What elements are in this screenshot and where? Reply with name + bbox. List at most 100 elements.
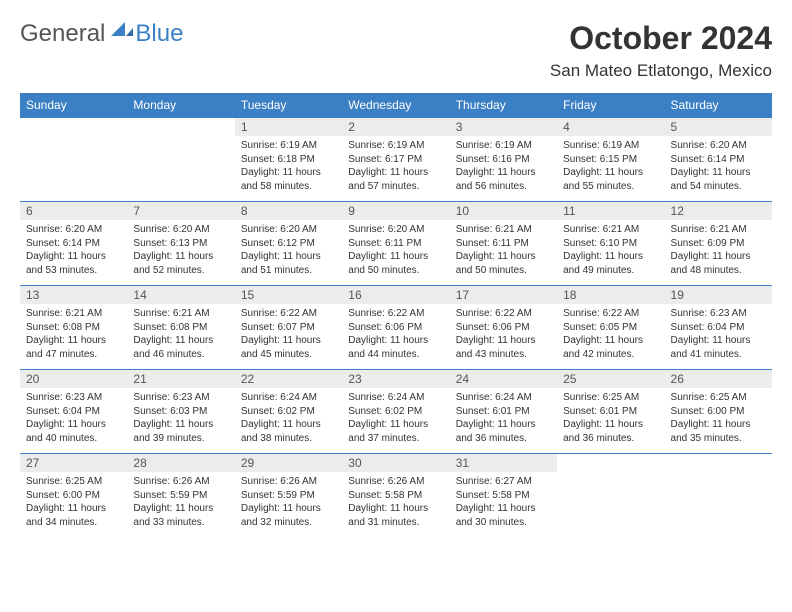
day-line-dl2: and 34 minutes. [26, 516, 121, 530]
day-line-dl2: and 47 minutes. [26, 348, 121, 362]
calendar-body: 1Sunrise: 6:19 AMSunset: 6:18 PMDaylight… [20, 118, 772, 538]
day-details: Sunrise: 6:24 AMSunset: 6:02 PMDaylight:… [342, 388, 449, 453]
day-line-sr: Sunrise: 6:19 AM [348, 139, 443, 153]
day-details: Sunrise: 6:20 AMSunset: 6:14 PMDaylight:… [665, 136, 772, 201]
day-line-ss: Sunset: 6:06 PM [348, 321, 443, 335]
day-line-dl2: and 48 minutes. [671, 264, 766, 278]
day-details: Sunrise: 6:21 AMSunset: 6:08 PMDaylight:… [20, 304, 127, 369]
day-number: 26 [665, 370, 772, 388]
day-line-ss: Sunset: 6:08 PM [133, 321, 228, 335]
day-line-dl2: and 55 minutes. [563, 180, 658, 194]
day-details: Sunrise: 6:20 AMSunset: 6:11 PMDaylight:… [342, 220, 449, 285]
day-line-sr: Sunrise: 6:20 AM [348, 223, 443, 237]
day-number: 14 [127, 286, 234, 304]
day-details: Sunrise: 6:27 AMSunset: 5:58 PMDaylight:… [450, 472, 557, 537]
day-details: Sunrise: 6:22 AMSunset: 6:06 PMDaylight:… [342, 304, 449, 369]
day-line-ss: Sunset: 6:07 PM [241, 321, 336, 335]
day-line-dl2: and 37 minutes. [348, 432, 443, 446]
day-line-sr: Sunrise: 6:22 AM [348, 307, 443, 321]
day-details: Sunrise: 6:24 AMSunset: 6:02 PMDaylight:… [235, 388, 342, 453]
day-details: Sunrise: 6:19 AMSunset: 6:17 PMDaylight:… [342, 136, 449, 201]
month-title: October 2024 [550, 20, 772, 57]
day-line-dl1: Daylight: 11 hours [456, 418, 551, 432]
calendar-day: 19Sunrise: 6:23 AMSunset: 6:04 PMDayligh… [665, 286, 772, 370]
day-number: 22 [235, 370, 342, 388]
day-line-sr: Sunrise: 6:21 AM [563, 223, 658, 237]
calendar-day: 20Sunrise: 6:23 AMSunset: 6:04 PMDayligh… [20, 370, 127, 454]
day-line-dl2: and 39 minutes. [133, 432, 228, 446]
day-line-dl2: and 43 minutes. [456, 348, 551, 362]
day-line-sr: Sunrise: 6:21 AM [671, 223, 766, 237]
day-line-sr: Sunrise: 6:24 AM [456, 391, 551, 405]
day-number: 31 [450, 454, 557, 472]
day-number: 5 [665, 118, 772, 136]
day-line-ss: Sunset: 6:15 PM [563, 153, 658, 167]
day-header: Saturday [665, 93, 772, 118]
day-number: 6 [20, 202, 127, 220]
day-line-ss: Sunset: 5:59 PM [133, 489, 228, 503]
day-details: Sunrise: 6:26 AMSunset: 5:59 PMDaylight:… [235, 472, 342, 537]
calendar-page: General Blue October 2024 San Mateo Etla… [0, 0, 792, 557]
logo-text-general: General [20, 20, 105, 48]
day-line-dl1: Daylight: 11 hours [241, 166, 336, 180]
day-line-dl1: Daylight: 11 hours [26, 250, 121, 264]
location-label: San Mateo Etlatongo, Mexico [550, 61, 772, 81]
day-line-ss: Sunset: 6:12 PM [241, 237, 336, 251]
day-line-dl1: Daylight: 11 hours [563, 166, 658, 180]
logo-text-blue: Blue [135, 20, 183, 48]
day-line-dl2: and 49 minutes. [563, 264, 658, 278]
calendar-week: 27Sunrise: 6:25 AMSunset: 6:00 PMDayligh… [20, 454, 772, 538]
day-number: 15 [235, 286, 342, 304]
calendar-day: 9Sunrise: 6:20 AMSunset: 6:11 PMDaylight… [342, 202, 449, 286]
day-line-sr: Sunrise: 6:21 AM [26, 307, 121, 321]
day-line-sr: Sunrise: 6:23 AM [26, 391, 121, 405]
day-line-ss: Sunset: 6:18 PM [241, 153, 336, 167]
day-details: Sunrise: 6:20 AMSunset: 6:13 PMDaylight:… [127, 220, 234, 285]
calendar-day: 15Sunrise: 6:22 AMSunset: 6:07 PMDayligh… [235, 286, 342, 370]
day-line-ss: Sunset: 6:00 PM [26, 489, 121, 503]
day-line-ss: Sunset: 6:06 PM [456, 321, 551, 335]
day-line-dl1: Daylight: 11 hours [133, 418, 228, 432]
day-number: 7 [127, 202, 234, 220]
day-line-ss: Sunset: 6:04 PM [671, 321, 766, 335]
day-line-ss: Sunset: 6:02 PM [348, 405, 443, 419]
calendar-day: 6Sunrise: 6:20 AMSunset: 6:14 PMDaylight… [20, 202, 127, 286]
day-line-ss: Sunset: 6:09 PM [671, 237, 766, 251]
day-details: Sunrise: 6:21 AMSunset: 6:11 PMDaylight:… [450, 220, 557, 285]
calendar-day: 11Sunrise: 6:21 AMSunset: 6:10 PMDayligh… [557, 202, 664, 286]
day-number: 1 [235, 118, 342, 136]
day-line-dl1: Daylight: 11 hours [26, 418, 121, 432]
day-line-ss: Sunset: 6:11 PM [348, 237, 443, 251]
day-line-dl1: Daylight: 11 hours [671, 166, 766, 180]
day-line-ss: Sunset: 6:03 PM [133, 405, 228, 419]
day-number: 25 [557, 370, 664, 388]
day-line-dl2: and 50 minutes. [348, 264, 443, 278]
day-line-dl1: Daylight: 11 hours [456, 502, 551, 516]
day-line-sr: Sunrise: 6:25 AM [26, 475, 121, 489]
day-line-dl1: Daylight: 11 hours [133, 334, 228, 348]
day-details: Sunrise: 6:23 AMSunset: 6:03 PMDaylight:… [127, 388, 234, 453]
day-number: 2 [342, 118, 449, 136]
day-header: Monday [127, 93, 234, 118]
day-number: 24 [450, 370, 557, 388]
day-line-sr: Sunrise: 6:26 AM [133, 475, 228, 489]
day-line-dl2: and 46 minutes. [133, 348, 228, 362]
day-line-sr: Sunrise: 6:22 AM [563, 307, 658, 321]
day-line-sr: Sunrise: 6:20 AM [241, 223, 336, 237]
calendar-empty [557, 454, 664, 538]
calendar-day: 13Sunrise: 6:21 AMSunset: 6:08 PMDayligh… [20, 286, 127, 370]
day-line-sr: Sunrise: 6:25 AM [563, 391, 658, 405]
calendar-week: 1Sunrise: 6:19 AMSunset: 6:18 PMDaylight… [20, 118, 772, 202]
day-line-dl2: and 42 minutes. [563, 348, 658, 362]
calendar-day: 8Sunrise: 6:20 AMSunset: 6:12 PMDaylight… [235, 202, 342, 286]
day-line-sr: Sunrise: 6:19 AM [563, 139, 658, 153]
day-header: Thursday [450, 93, 557, 118]
day-line-dl2: and 30 minutes. [456, 516, 551, 530]
day-details: Sunrise: 6:26 AMSunset: 5:58 PMDaylight:… [342, 472, 449, 537]
day-number: 9 [342, 202, 449, 220]
calendar-day: 7Sunrise: 6:20 AMSunset: 6:13 PMDaylight… [127, 202, 234, 286]
day-line-dl1: Daylight: 11 hours [348, 250, 443, 264]
day-number: 20 [20, 370, 127, 388]
day-details: Sunrise: 6:23 AMSunset: 6:04 PMDaylight:… [665, 304, 772, 369]
day-line-dl2: and 41 minutes. [671, 348, 766, 362]
